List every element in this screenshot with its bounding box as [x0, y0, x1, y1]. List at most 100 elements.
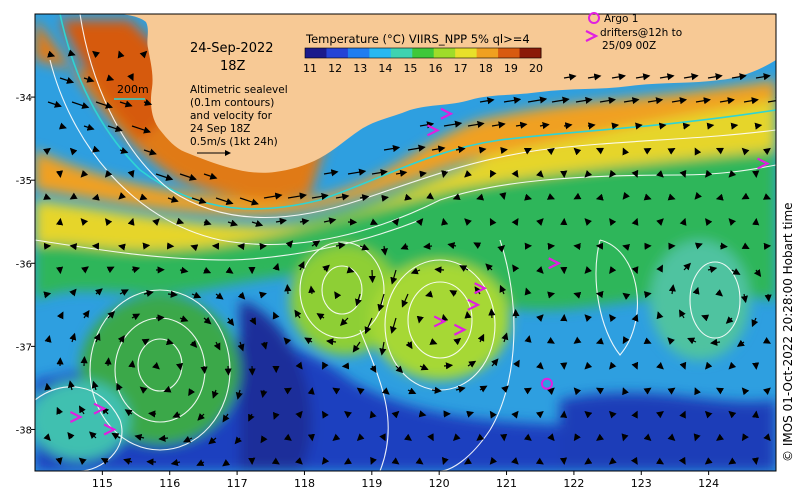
- velocity-arrow: [719, 97, 735, 105]
- argo-float-marker: [540, 377, 553, 390]
- velocity-arrow: [263, 192, 283, 200]
- velocity-arrow: [476, 433, 485, 441]
- velocity-arrow: [716, 433, 724, 441]
- velocity-arrow: [741, 242, 750, 250]
- velocity-arrow: [127, 73, 134, 82]
- velocity-arrow: [364, 317, 373, 335]
- velocity-arrow: [395, 169, 408, 177]
- velocity-arrow: [751, 317, 759, 328]
- velocity-arrow: [705, 169, 713, 178]
- velocity-arrow: [44, 382, 52, 391]
- velocity-arrow: [213, 341, 221, 351]
- velocity-arrow: [163, 385, 172, 393]
- altimetry-line-1: Altimetric sealevel: [190, 84, 288, 96]
- velocity-arrow: [391, 410, 400, 419]
- velocity-arrow: [710, 338, 721, 346]
- velocity-arrow: [466, 410, 475, 418]
- velocity-arrow: [515, 121, 528, 129]
- velocity-arrow: [170, 458, 181, 467]
- x-tick-label: 117: [227, 477, 248, 490]
- velocity-arrow: [694, 242, 703, 250]
- velocity-arrow: [595, 193, 604, 201]
- drifter-marker: [757, 157, 770, 170]
- velocity-arrow: [587, 122, 596, 130]
- velocity-arrow: [621, 433, 629, 442]
- velocity-arrow: [431, 386, 442, 394]
- colorbar-tick-label: 20: [529, 62, 543, 75]
- velocity-arrow: [536, 266, 544, 274]
- velocity-arrow: [429, 338, 438, 345]
- velocity-arrow: [215, 292, 224, 300]
- velocity-arrow: [728, 218, 737, 226]
- drifter-legend-label-2: 25/09 00Z: [602, 40, 656, 52]
- velocity-arrow: [694, 387, 701, 396]
- time-label: 18Z: [220, 59, 246, 74]
- velocity-arrow: [127, 169, 135, 178]
- velocity-arrow: [667, 433, 676, 441]
- velocity-arrow: [441, 170, 449, 178]
- velocity-arrow: [426, 192, 435, 200]
- velocity-arrow: [131, 266, 141, 274]
- colorbar-frame: [304, 47, 542, 59]
- land-mass: [35, 14, 776, 173]
- colorbar-tick-label: 17: [454, 62, 468, 75]
- velocity-arrow: [359, 243, 370, 251]
- velocity-arrow: [489, 410, 497, 419]
- velocity-arrow: [596, 433, 605, 441]
- velocity-arrow: [573, 387, 582, 396]
- velocity-arrow: [485, 263, 493, 271]
- velocity-arrow: [152, 218, 160, 226]
- velocity-arrow: [453, 337, 462, 346]
- velocity-arrow: [683, 262, 691, 271]
- x-tick-label: 122: [563, 477, 584, 490]
- velocity-arrow: [611, 122, 620, 130]
- velocity-arrow: [58, 122, 67, 130]
- drifter-marker: [453, 323, 467, 336]
- velocity-arrow: [755, 73, 771, 81]
- velocity-arrow: [695, 97, 711, 105]
- colorbar-tick-label: 18: [479, 62, 493, 75]
- x-tick-label: 116: [159, 477, 180, 490]
- velocity-arrow: [89, 431, 97, 439]
- velocity-arrow: [630, 456, 638, 465]
- drifter-marker: [548, 257, 562, 270]
- velocity-arrow: [119, 147, 129, 154]
- velocity-arrow: [501, 332, 509, 343]
- x-tick-label: 119: [361, 477, 382, 490]
- velocity-arrow: [643, 433, 652, 441]
- velocity-arrow: [43, 193, 52, 200]
- drifter-marker: [433, 315, 447, 328]
- velocity-arrow: [83, 123, 95, 131]
- velocity-arrow: [104, 218, 113, 226]
- velocity-arrow: [622, 147, 630, 156]
- velocity-arrow: [332, 387, 341, 395]
- velocity-arrow: [131, 125, 152, 134]
- velocity-arrow: [546, 193, 555, 200]
- velocity-arrow: [740, 293, 748, 304]
- colorbar-tick-label: 15: [403, 62, 417, 75]
- velocity-arrow: [443, 362, 454, 370]
- velocity-arrow: [407, 387, 417, 395]
- velocity-arrow: [389, 317, 397, 334]
- velocity-arrow: [71, 101, 90, 109]
- velocity-arrow: [609, 218, 617, 227]
- velocity-arrow: [321, 410, 329, 419]
- velocity-arrow: [736, 339, 745, 347]
- colorbar-swatch: [347, 48, 370, 58]
- velocity-arrow: [104, 169, 113, 178]
- velocity-arrow: [643, 147, 652, 155]
- velocity-arrow: [511, 410, 519, 419]
- velocity-arrow: [391, 457, 400, 465]
- velocity-arrow: [234, 436, 243, 445]
- velocity-arrow: [158, 434, 169, 442]
- velocity-arrow: [609, 314, 617, 323]
- velocity-arrow: [143, 148, 157, 156]
- altimetry-line-2: (0.1m contours): [190, 97, 274, 109]
- velocity-arrow: [489, 456, 498, 465]
- colorbar-swatch: [476, 48, 499, 58]
- velocity-arrow: [294, 309, 302, 319]
- velocity-arrow: [479, 385, 488, 393]
- velocity-arrow: [725, 316, 734, 324]
- velocity-arrow: [762, 337, 771, 344]
- velocity-arrow: [431, 145, 446, 153]
